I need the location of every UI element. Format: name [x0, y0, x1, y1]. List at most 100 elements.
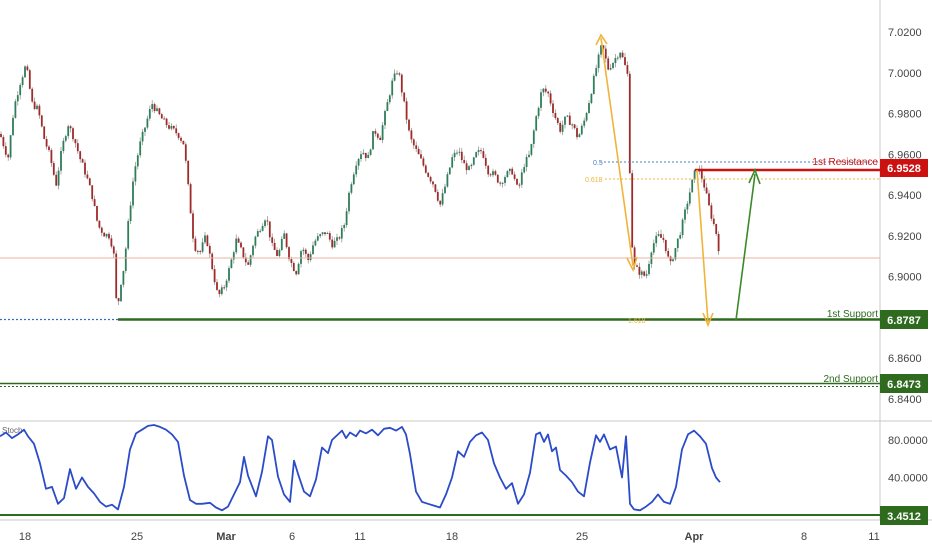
candle-body	[336, 237, 338, 241]
candle-body	[9, 135, 12, 158]
support-2-label: 2nd Support	[824, 374, 879, 385]
candle-body	[362, 152, 365, 155]
candle-body	[350, 184, 353, 193]
candle-body	[218, 289, 221, 295]
candle-body	[542, 88, 545, 93]
candle-body	[436, 191, 439, 201]
candle-body	[568, 115, 571, 125]
candle-body	[340, 228, 343, 239]
candle-body	[715, 223, 718, 235]
candle-body	[453, 152, 456, 158]
candle-body	[525, 157, 528, 168]
candle-body	[240, 242, 242, 248]
time-tick-label: 6	[289, 531, 295, 543]
candle-body	[604, 48, 607, 59]
candle-body	[228, 268, 230, 281]
candle-body	[79, 151, 82, 160]
price-tick-label: 6.9600	[888, 149, 922, 161]
candle-body	[492, 171, 494, 176]
candle-body	[391, 80, 394, 96]
candle-body	[122, 270, 125, 285]
candle-body	[424, 165, 427, 173]
candle-body	[19, 85, 22, 96]
candle-body	[636, 265, 638, 267]
stoch-value-badge: 3.4512	[880, 506, 928, 525]
support-2-badge: 6.8473	[880, 374, 928, 393]
candle-body	[501, 182, 504, 184]
candle-body	[621, 52, 624, 58]
candle-body	[700, 168, 703, 180]
candle-body	[508, 168, 511, 172]
candle-body	[16, 95, 19, 102]
candle-body	[427, 172, 430, 177]
resistance-label: 1st Resistance	[812, 157, 878, 168]
candle-body	[105, 233, 108, 237]
candle-body	[554, 113, 557, 119]
candle-body	[285, 233, 288, 248]
candle-body	[60, 150, 62, 171]
candle-body	[578, 134, 581, 138]
candle-body	[516, 178, 518, 185]
candle-body	[312, 245, 314, 255]
candle-body	[110, 238, 113, 247]
candle-body	[153, 104, 156, 111]
candle-body	[590, 93, 593, 104]
candle-body	[448, 167, 451, 175]
candle-body	[487, 165, 490, 175]
candle-body	[446, 174, 449, 187]
candle-body	[352, 174, 355, 185]
candle-body	[256, 231, 259, 237]
candle-body	[96, 206, 98, 221]
candle-body	[372, 131, 374, 150]
price-tick-label: 6.8400	[888, 394, 922, 406]
candle-body	[4, 146, 7, 155]
candle-body	[439, 200, 442, 205]
candle-body	[345, 211, 348, 226]
price-tick-label: 6.9000	[888, 272, 922, 284]
candle-body	[302, 249, 305, 252]
candle-body	[429, 176, 432, 182]
candle-body	[50, 150, 53, 164]
candle-body	[326, 233, 329, 235]
candle-body	[410, 130, 413, 140]
stoch-tick-label: 80.0000	[888, 435, 928, 447]
candle-body	[477, 150, 480, 153]
candle-body	[223, 287, 226, 289]
candle-body	[693, 170, 696, 180]
candle-body	[679, 235, 682, 239]
candle-body	[290, 259, 293, 263]
candle-body	[103, 232, 106, 237]
candle-body	[163, 118, 166, 120]
svg-text:6.8473: 6.8473	[887, 379, 921, 391]
candle-body	[237, 238, 240, 243]
candle-body	[84, 162, 86, 175]
candle-body	[276, 250, 278, 256]
fib-label-0-618: 0.618	[585, 177, 603, 184]
candle-body	[26, 66, 29, 71]
candle-body	[645, 274, 648, 276]
fib-arrow-down-2	[696, 169, 714, 328]
candle-body	[314, 240, 317, 246]
candle-body	[496, 174, 499, 183]
candle-body	[616, 57, 619, 59]
candle-body	[676, 238, 679, 249]
candle-body	[667, 250, 670, 257]
candle-body	[136, 155, 139, 167]
candle-body	[91, 185, 94, 200]
candle-body	[655, 235, 658, 244]
stochastic-pane: Stoch	[0, 424, 721, 512]
candle-body	[259, 230, 262, 232]
candle-body	[180, 137, 182, 141]
candle-body	[211, 253, 214, 270]
candle-body	[396, 73, 398, 75]
candle-body	[232, 252, 235, 260]
candle-body	[129, 205, 132, 222]
candle-body	[602, 45, 605, 49]
candle-body	[283, 233, 286, 239]
candle-body	[535, 116, 538, 131]
candle-body	[691, 179, 694, 193]
price-tick-label: 6.9200	[888, 231, 922, 243]
time-tick-label: Apr	[685, 531, 705, 543]
candle-body	[21, 77, 24, 86]
candle-body	[43, 126, 46, 139]
